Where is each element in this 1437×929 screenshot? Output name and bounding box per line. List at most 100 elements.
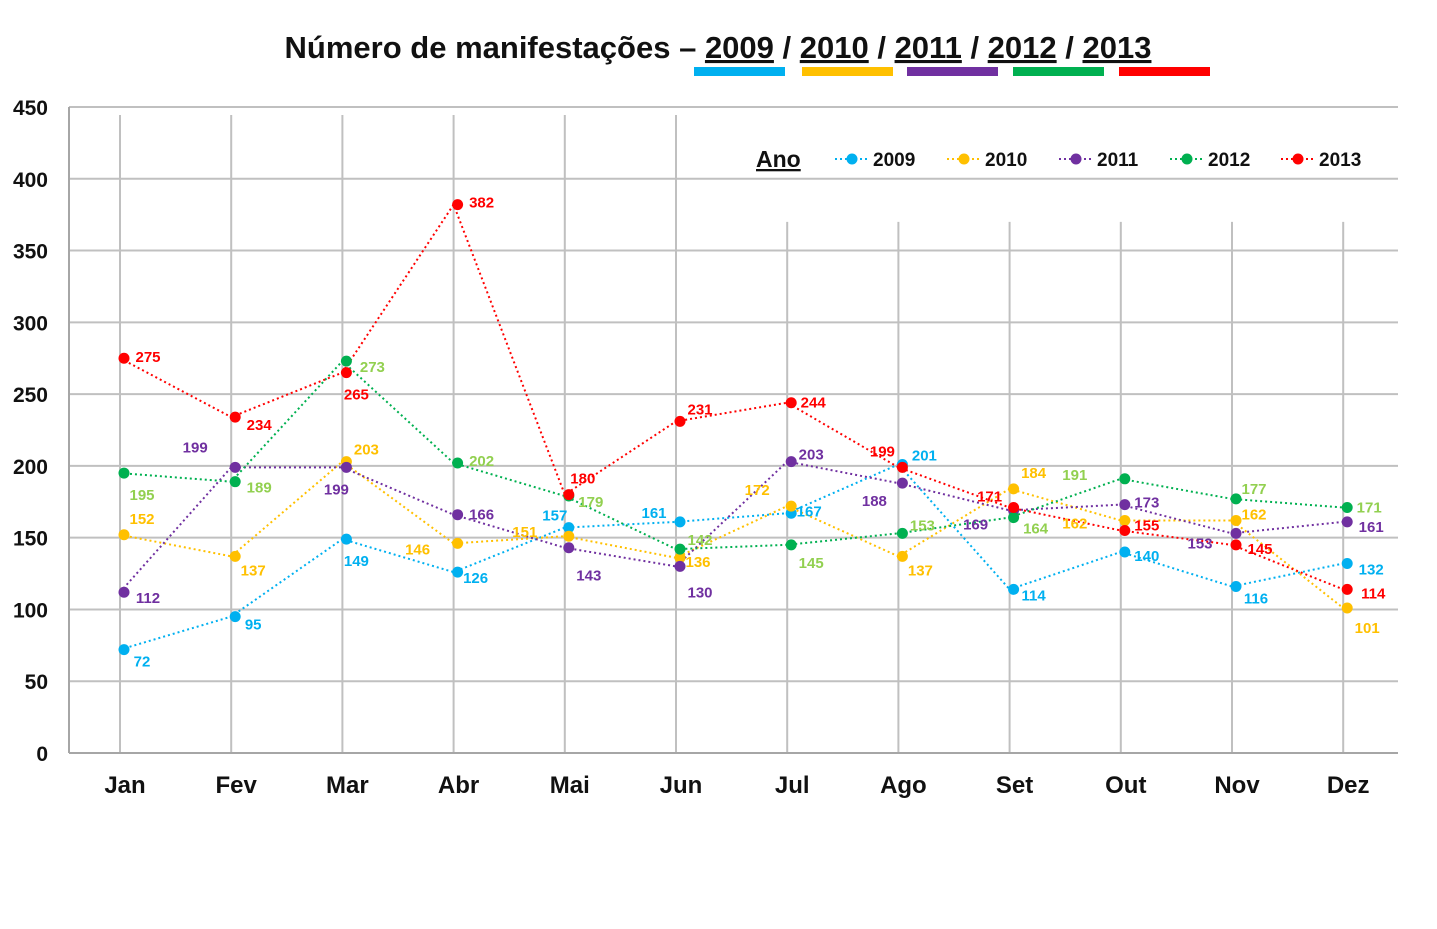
data-point-2013 bbox=[452, 199, 464, 211]
data-label-2010: 152 bbox=[129, 511, 154, 528]
data-point-2011 bbox=[1119, 499, 1131, 511]
title-color-bar-2013 bbox=[1119, 67, 1210, 76]
data-label-2009: 132 bbox=[1359, 562, 1384, 579]
data-point-2010 bbox=[896, 550, 908, 562]
data-label-2011: 203 bbox=[799, 447, 824, 464]
data-point-2009 bbox=[229, 611, 241, 623]
x-tick-label: Out bbox=[1105, 772, 1146, 799]
series-line-2010 bbox=[119, 460, 1344, 609]
legend-swatch-dot-2012 bbox=[1181, 153, 1193, 165]
data-label-2012: 177 bbox=[1241, 481, 1266, 498]
data-point-2010 bbox=[1230, 514, 1242, 526]
title-color-bar-2009 bbox=[694, 67, 785, 76]
title-text: Número de manifestações – 2009 / 2010 / … bbox=[285, 30, 1152, 65]
data-label-2011: 143 bbox=[576, 568, 601, 585]
series-line-2012 bbox=[119, 359, 1344, 551]
data-label-2013: 180 bbox=[570, 471, 595, 488]
data-label-2013: 231 bbox=[687, 401, 712, 418]
y-tick-label: 50 bbox=[25, 671, 48, 694]
data-label-2010: 172 bbox=[745, 482, 770, 499]
data-label-2012: 153 bbox=[910, 517, 935, 534]
data-label-2009: 149 bbox=[344, 553, 369, 570]
data-label-2010: 203 bbox=[354, 442, 379, 459]
x-tick-label: Ago bbox=[880, 772, 927, 799]
data-label-2009: 114 bbox=[1021, 587, 1046, 604]
data-point-2010 bbox=[452, 537, 464, 549]
data-point-2012 bbox=[785, 539, 797, 551]
data-point-2009 bbox=[1230, 580, 1242, 592]
data-point-2012 bbox=[674, 543, 686, 555]
y-tick-label: 200 bbox=[13, 456, 48, 479]
data-point-2011 bbox=[785, 456, 797, 468]
data-point-2009 bbox=[563, 522, 575, 534]
data-point-2010 bbox=[229, 550, 241, 562]
data-point-2013 bbox=[674, 415, 686, 427]
data-label-2013: 275 bbox=[135, 349, 160, 366]
y-tick-label: 300 bbox=[13, 312, 48, 335]
data-label-2010: 101 bbox=[1355, 620, 1380, 637]
data-point-2011 bbox=[1341, 516, 1353, 528]
data-label-2012: 142 bbox=[687, 532, 712, 549]
legend: Ano 2009 2010 2011 2012 2013 bbox=[756, 146, 1361, 172]
data-label-2011: 199 bbox=[183, 439, 208, 456]
data-label-2009: 126 bbox=[463, 570, 488, 587]
title-separator: / bbox=[869, 30, 895, 65]
data-point-2013 bbox=[118, 352, 130, 364]
data-label-2012: 273 bbox=[360, 359, 385, 376]
y-tick-label: 350 bbox=[13, 241, 48, 264]
data-point-2011 bbox=[340, 461, 352, 473]
data-label-2013: 114 bbox=[1361, 585, 1386, 602]
data-label-2012: 145 bbox=[799, 555, 824, 572]
title-separator: / bbox=[774, 30, 800, 65]
data-label-2010: 162 bbox=[1062, 515, 1087, 532]
x-tick-label: Fev bbox=[216, 772, 258, 799]
data-point-2009 bbox=[452, 566, 464, 578]
legend-label-2013: 2013 bbox=[1319, 150, 1361, 171]
data-point-2012 bbox=[452, 457, 464, 469]
title-year-2009: 2009 bbox=[705, 30, 774, 65]
title-year-2012: 2012 bbox=[988, 30, 1057, 65]
x-tick-label: Dez bbox=[1327, 772, 1370, 799]
y-tick-label: 450 bbox=[13, 97, 48, 120]
data-point-2010 bbox=[674, 552, 686, 564]
title-year-2013: 2013 bbox=[1082, 30, 1151, 65]
data-label-2011: 166 bbox=[469, 507, 494, 524]
y-tick-label: 100 bbox=[13, 599, 48, 622]
data-point-2013 bbox=[785, 397, 797, 409]
data-label-2011: 169 bbox=[963, 516, 988, 533]
data-label-2011: 161 bbox=[1359, 519, 1384, 536]
title-separator: / bbox=[1057, 30, 1083, 65]
data-point-2011 bbox=[674, 560, 686, 572]
x-tick-label: Set bbox=[996, 772, 1033, 799]
data-label-2013: 155 bbox=[1134, 517, 1159, 534]
data-label-2011: 130 bbox=[687, 584, 712, 601]
data-point-2013 bbox=[229, 411, 241, 423]
data-point-2013 bbox=[340, 367, 352, 379]
y-tick-label: 0 bbox=[36, 743, 48, 766]
data-label-2013: 382 bbox=[469, 195, 494, 212]
data-label-2013: 234 bbox=[247, 417, 273, 434]
data-label-2009: 161 bbox=[641, 505, 666, 522]
data-point-2010 bbox=[563, 530, 575, 542]
data-label-2013: 145 bbox=[1247, 541, 1272, 558]
data-label-2011: 188 bbox=[862, 493, 887, 510]
data-point-2009 bbox=[340, 533, 352, 545]
data-label-2013: 199 bbox=[870, 443, 895, 460]
legend-label-2009: 2009 bbox=[873, 150, 915, 171]
x-tick-label: Jul bbox=[775, 772, 810, 799]
data-label-2009: 201 bbox=[912, 447, 937, 464]
data-label-2009: 157 bbox=[542, 508, 567, 525]
data-point-2012 bbox=[1230, 493, 1242, 505]
y-tick-label: 250 bbox=[13, 384, 48, 407]
data-point-2011 bbox=[896, 477, 908, 489]
data-label-2013: 265 bbox=[344, 387, 369, 404]
y-tick-label: 150 bbox=[13, 528, 48, 551]
data-point-2009 bbox=[1119, 546, 1131, 558]
data-label-2010: 151 bbox=[512, 524, 537, 541]
x-tick-label: Mai bbox=[550, 772, 590, 799]
x-tick-label: Nov bbox=[1214, 772, 1260, 799]
data-label-2009: 167 bbox=[797, 503, 822, 520]
data-point-2011 bbox=[563, 542, 575, 554]
legend-label-2010: 2010 bbox=[985, 150, 1027, 171]
data-label-2012: 179 bbox=[578, 494, 603, 511]
